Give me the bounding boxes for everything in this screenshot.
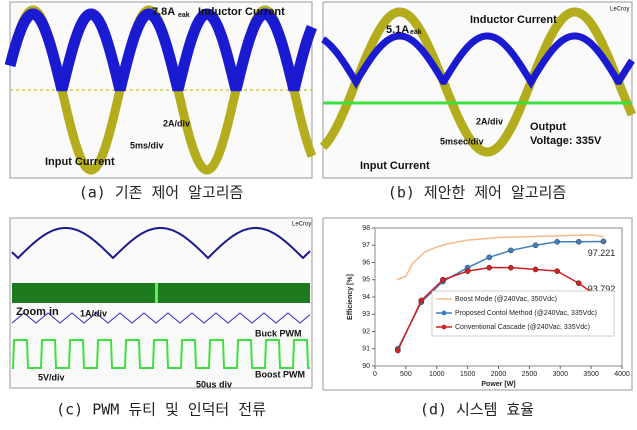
label: 2A/div <box>476 116 503 126</box>
caption: (d) 시스템 효율 <box>420 401 534 419</box>
label: Input Current <box>45 156 115 168</box>
point <box>419 298 424 303</box>
point <box>395 348 400 353</box>
x-tick-label: 1000 <box>429 371 445 378</box>
label: Boost PWM <box>255 369 305 379</box>
caption: (a) 기존 제어 알고리즘 <box>79 184 244 202</box>
label: 5ms/div <box>130 140 164 150</box>
point <box>555 239 560 244</box>
label: 5msec/div <box>440 136 484 146</box>
point <box>555 269 560 274</box>
label: 1A/div <box>80 308 107 318</box>
y-tick-label: 91 <box>362 346 370 353</box>
label: Buck PWM <box>255 328 302 338</box>
x-axis-label: Power [W] <box>481 381 515 388</box>
point <box>440 277 445 282</box>
label: Zoom in <box>16 306 59 318</box>
point <box>487 265 492 270</box>
label: LeCroy <box>292 222 311 228</box>
y-tick-label: 94 <box>362 294 370 301</box>
legend-label: Conventional Cascade (@240Vac, 335Vdc) <box>455 324 590 331</box>
legend-label: Proposed Contol Method (@240Vac, 335Vdc) <box>455 310 597 317</box>
label: eak <box>178 12 190 19</box>
label: Inductor Current <box>198 6 285 18</box>
legend-marker <box>442 325 447 330</box>
point <box>508 248 513 253</box>
pwm-marker <box>155 283 158 303</box>
x-tick-label: 2000 <box>491 371 507 378</box>
caption: (c) PWM 듀티 및 인덕터 전류 <box>56 401 266 419</box>
x-tick-label: 1500 <box>460 371 476 378</box>
label: 5.1A <box>386 24 409 36</box>
point <box>487 255 492 260</box>
legend-marker <box>442 311 447 316</box>
y-tick-label: 98 <box>362 225 370 232</box>
point <box>533 267 538 272</box>
x-tick-label: 3500 <box>583 371 599 378</box>
label: 5V/div <box>38 372 65 382</box>
legend-label: Boost Mode (@240Vac, 350Vdc) <box>455 296 557 303</box>
x-tick-label: 4000 <box>614 371 630 378</box>
y-tick-label: 97 <box>362 242 370 249</box>
point <box>576 281 581 286</box>
point <box>508 265 513 270</box>
y-tick-label: 95 <box>362 277 370 284</box>
y-tick-label: 93 <box>362 311 370 318</box>
y-tick-label: 96 <box>362 259 370 266</box>
label: 50us div <box>196 379 232 389</box>
point <box>465 269 470 274</box>
y-tick-label: 92 <box>362 328 370 335</box>
label: Voltage: 335V <box>530 135 602 147</box>
figure: 7.8A eak Inductor Current 2A/div 5ms/div… <box>0 0 637 426</box>
point <box>576 239 581 244</box>
y-tick-label: 90 <box>362 363 370 370</box>
label: Input Current <box>360 160 430 172</box>
x-tick-label: 2500 <box>522 371 538 378</box>
label: LeCroy <box>610 7 629 13</box>
point <box>601 239 606 244</box>
label: Output <box>530 121 566 133</box>
x-tick-label: 0 <box>373 371 377 378</box>
data-label: 97.221 <box>588 248 616 258</box>
y-axis-label: Efficiency [%] <box>347 274 354 320</box>
x-tick-label: 500 <box>400 371 412 378</box>
label: 7.8A <box>152 6 175 18</box>
point <box>533 243 538 248</box>
label: 2A/div <box>163 118 190 128</box>
label: eak <box>410 29 422 36</box>
caption: (b) 제안한 제어 알고리즘 <box>388 184 566 202</box>
pwm-band <box>12 283 310 303</box>
x-tick-label: 3000 <box>552 371 568 378</box>
label: Inductor Current <box>470 14 557 26</box>
